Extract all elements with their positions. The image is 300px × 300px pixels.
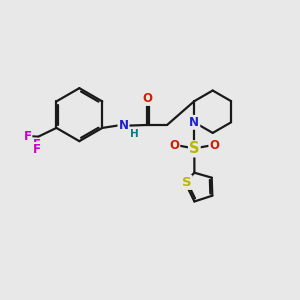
Text: O: O [169, 140, 179, 152]
Text: F: F [33, 142, 41, 156]
Text: H: H [130, 129, 139, 139]
Text: O: O [142, 92, 152, 105]
Text: O: O [209, 140, 219, 152]
Text: F: F [33, 138, 41, 151]
Text: S: S [182, 176, 191, 189]
Text: N: N [189, 116, 199, 129]
Text: S: S [189, 141, 200, 156]
Text: N: N [118, 119, 128, 132]
Text: F: F [24, 130, 32, 143]
